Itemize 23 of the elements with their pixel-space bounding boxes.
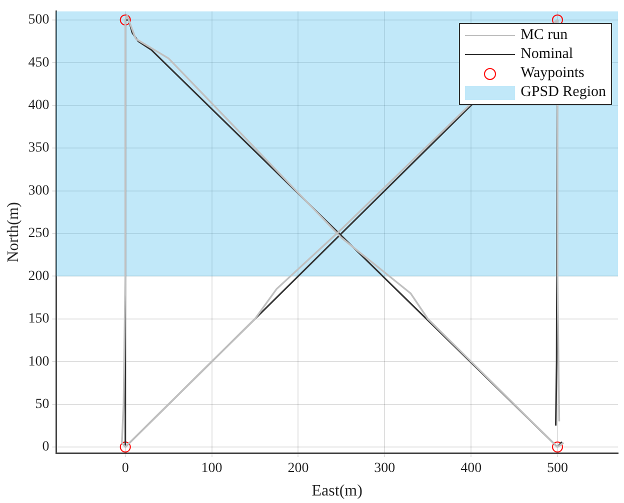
y-tick-label: 500 xyxy=(28,12,50,28)
x-tick-label: 100 xyxy=(201,461,222,476)
x-tick-label: 500 xyxy=(547,461,568,476)
y-tick-label: 100 xyxy=(28,354,50,370)
y-tick-label: 300 xyxy=(28,183,50,198)
y-tick-label: 450 xyxy=(28,55,50,70)
y-axis-title: North(m) xyxy=(4,202,22,262)
y-tick-label: 250 xyxy=(28,226,50,242)
y-tick-label: 50 xyxy=(35,396,50,412)
x-tick-label: 0 xyxy=(122,461,129,476)
y-tick-label: 200 xyxy=(28,268,50,284)
y-tick-label: 150 xyxy=(28,312,50,327)
legend-label: Waypoints xyxy=(520,65,584,82)
y-tick-label: 350 xyxy=(28,140,50,156)
y-tick-label: 400 xyxy=(28,98,50,114)
legend-label: Nominal xyxy=(520,46,574,64)
x-axis-title: East(m) xyxy=(312,482,362,500)
y-tick-label: 0 xyxy=(42,440,50,455)
x-tick-label: 200 xyxy=(288,461,309,476)
x-tick-label: 400 xyxy=(460,461,482,476)
band-label: GPSD Region xyxy=(520,84,606,102)
legend-label: MC run xyxy=(520,27,568,44)
x-tick-label: 300 xyxy=(374,461,396,476)
